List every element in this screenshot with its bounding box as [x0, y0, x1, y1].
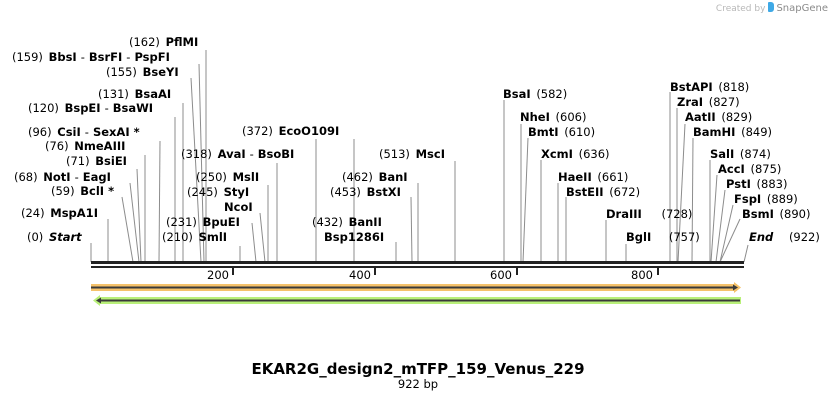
- sequence-backbone: [91, 261, 744, 268]
- enzyme-label-haeii[interactable]: HaeII (661): [558, 170, 629, 184]
- enzyme-label-bmti[interactable]: BmtI (610): [528, 125, 596, 139]
- ruler-label-200: 200: [207, 268, 229, 282]
- sequence-end-label: End (922): [749, 230, 820, 244]
- enzyme-label-bspei-group[interactable]: (120) BspEI - BsaWI: [28, 101, 154, 115]
- cut-site-lines: [90, 50, 749, 263]
- ruler-label-800: 800: [631, 268, 653, 282]
- enzyme-label-bgli[interactable]: BglI (757): [626, 230, 700, 244]
- enzyme-label-ecoo109i[interactable]: (372) EcoO109I: [242, 124, 340, 138]
- snapgene-credit: Created by SnapGene: [716, 2, 828, 14]
- enzyme-label-draiii[interactable]: DraIII (728): [606, 207, 693, 221]
- enzyme-label-bseyi[interactable]: (155) BseYI: [106, 65, 179, 79]
- enzyme-label-styi[interactable]: (245) StyI: [187, 185, 250, 199]
- enzyme-label-xcmi[interactable]: XcmI (636): [541, 147, 610, 161]
- enzyme-label-csii-group[interactable]: (96) CsiI - SexAI *: [28, 125, 140, 139]
- enzyme-label-bamhi[interactable]: BamHI (849): [693, 125, 773, 139]
- enzyme-label-mspa1i[interactable]: (24) MspA1I: [21, 206, 98, 220]
- enzyme-label-bsai[interactable]: BsaI (582): [503, 87, 568, 101]
- enzyme-label-bbsi-group[interactable]: (159) BbsI - BsrFI - PspFI: [12, 50, 170, 64]
- enzyme-label-bsmi[interactable]: BsmI (890): [742, 207, 811, 221]
- ruler-ticks: [232, 268, 659, 275]
- credit-prefix: Created by: [715, 4, 766, 14]
- enzyme-label-ncoi[interactable]: NcoI: [224, 200, 253, 214]
- enzyme-label-bani[interactable]: (462) BanI: [342, 170, 408, 184]
- enzyme-label-bsp1286i[interactable]: Bsp1286I: [324, 230, 385, 244]
- enzyme-label-acci[interactable]: AccI (875): [718, 162, 782, 176]
- enzyme-label-bsiei[interactable]: (71) BsiEI: [66, 154, 127, 168]
- forward-feature-arrow[interactable]: [91, 282, 741, 293]
- enzyme-label-bcli[interactable]: (59) BclI *: [51, 184, 115, 198]
- enzyme-label-msli[interactable]: (250) MslI: [196, 170, 260, 184]
- enzyme-label-smli[interactable]: (210) SmlI: [162, 230, 228, 244]
- enzyme-label-nmeaiii[interactable]: (76) NmeAIII: [45, 139, 126, 153]
- credit-brand: SnapGene: [776, 3, 828, 14]
- enzyme-label-noti-group[interactable]: (68) NotI - EagI: [14, 170, 111, 184]
- enzyme-label-banii[interactable]: (432) BanII: [312, 215, 382, 229]
- enzyme-label-psti[interactable]: PstI (883): [726, 177, 788, 191]
- enzyme-label-bsaai[interactable]: (131) BsaAI: [98, 87, 172, 101]
- enzyme-label-nhei[interactable]: NheI (606): [520, 110, 587, 124]
- enzyme-label-zrai[interactable]: ZraI (827): [677, 95, 740, 109]
- enzyme-label-bpuei[interactable]: (231) BpuEI: [166, 215, 240, 229]
- enzyme-label-msci[interactable]: (513) MscI: [379, 147, 445, 161]
- sequence-start-label: (0) Start: [27, 230, 82, 244]
- sequence-length: 922 bp: [397, 377, 439, 391]
- enzyme-label-fspi[interactable]: FspI (889): [734, 192, 798, 206]
- snapgene-logo-icon: [768, 2, 775, 12]
- enzyme-label-avai-group[interactable]: (318) AvaI - BsoBI: [181, 147, 295, 161]
- enzyme-label-bsteii[interactable]: BstEII (672): [566, 185, 641, 199]
- enzyme-label-bstapi[interactable]: BstAPI (818): [670, 80, 750, 94]
- ruler-label-600: 600: [490, 268, 512, 282]
- enzyme-label-bstxi[interactable]: (453) BstXI: [330, 185, 401, 199]
- ruler-label-400: 400: [349, 268, 371, 282]
- sequence-title: EKAR2G_design2_mTFP_159_Venus_229: [251, 360, 585, 378]
- reverse-feature-arrow[interactable]: [93, 295, 741, 306]
- enzyme-label-sali[interactable]: SalI (874): [710, 147, 771, 161]
- enzyme-label-pflmi[interactable]: (162) PflMI: [129, 35, 199, 49]
- enzyme-label-aatii[interactable]: AatII (829): [685, 110, 753, 124]
